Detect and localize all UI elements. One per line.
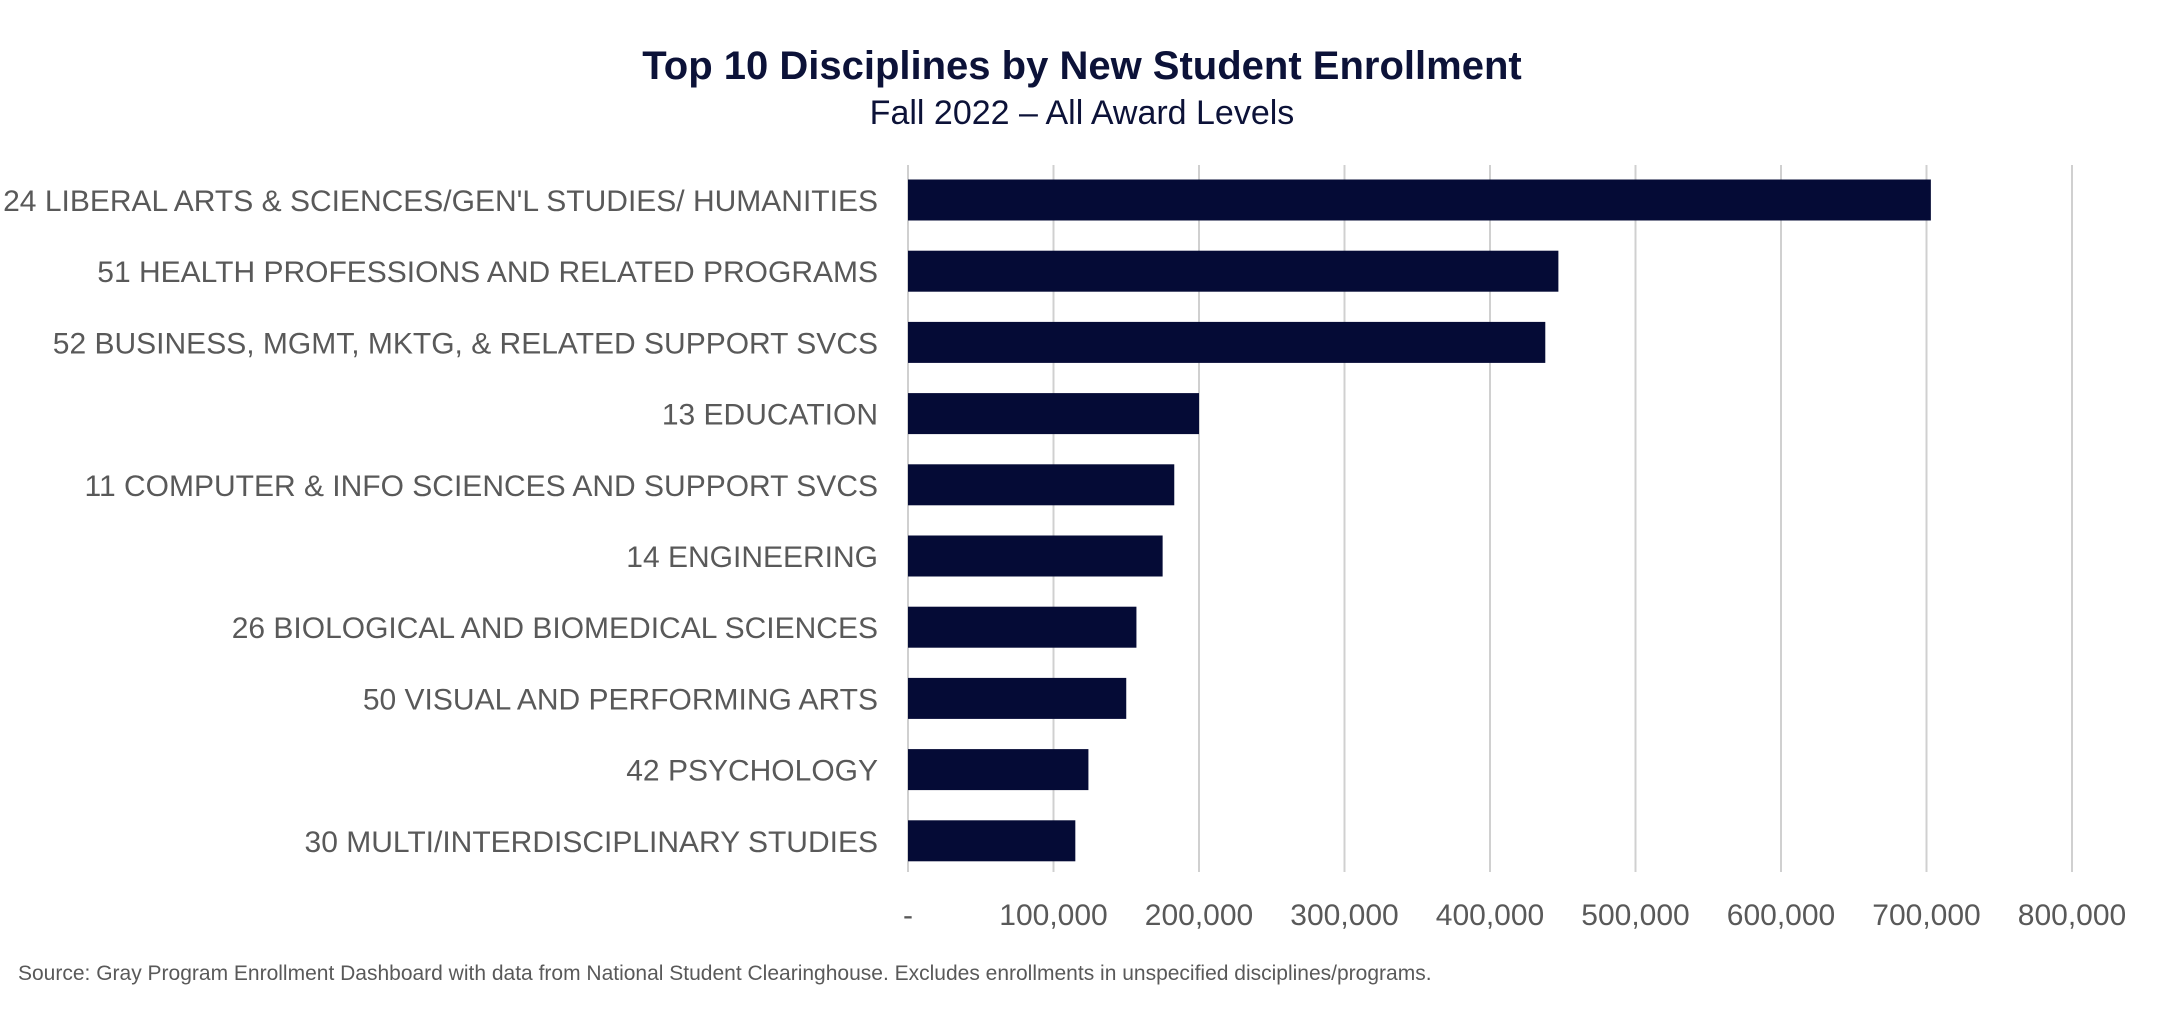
bar-chart: 24 LIBERAL ARTS & SCIENCES/GEN'L STUDIES… [3, 165, 2126, 932]
category-label: 51 HEALTH PROFESSIONS AND RELATED PROGRA… [97, 256, 878, 289]
category-label: 26 BIOLOGICAL AND BIOMEDICAL SCIENCES [232, 612, 878, 645]
bar [908, 321, 1546, 363]
bars [908, 179, 1931, 862]
bar [908, 820, 1076, 862]
x-tick-label: - [903, 899, 913, 932]
bar [908, 535, 1163, 577]
source-note: Source: Gray Program Enrollment Dashboar… [18, 962, 1432, 985]
bar [908, 250, 1559, 292]
bar [908, 677, 1127, 719]
bar [908, 179, 1931, 221]
gridlines [907, 165, 2073, 872]
category-label: 52 BUSINESS, MGMT, MKTG, & RELATED SUPPO… [53, 327, 878, 360]
category-label: 13 EDUCATION [662, 399, 878, 432]
category-label: 24 LIBERAL ARTS & SCIENCES/GEN'L STUDIES… [3, 185, 878, 218]
chart-title: Top 10 Disciplines by New Student Enroll… [642, 44, 1522, 88]
x-tick-label: 500,000 [1581, 899, 1689, 932]
bar [908, 749, 1089, 791]
category-label: 14 ENGINEERING [626, 541, 878, 574]
category-label: 30 MULTI/INTERDISCIPLINARY STUDIES [305, 826, 878, 859]
x-axis-tick-labels: - 100,000 200,000 300,000 400,000 500,000 600,… [903, 899, 2126, 932]
x-tick-label: 200,000 [1145, 899, 1253, 932]
x-tick-label: 100,000 [999, 899, 1107, 932]
bar [908, 393, 1199, 435]
category-label: 50 VISUAL AND PERFORMING ARTS [363, 683, 878, 716]
x-tick-label: 300,000 [1290, 899, 1398, 932]
x-tick-label: 800,000 [2018, 899, 2126, 932]
category-labels: 24 LIBERAL ARTS & SCIENCES/GEN'L STUDIES… [3, 185, 878, 859]
chart-subtitle: Fall 2022 – All Award Levels [869, 94, 1295, 132]
category-label: 42 PSYCHOLOGY [626, 755, 878, 788]
x-tick-label: 700,000 [1872, 899, 1980, 932]
x-tick-label: 400,000 [1436, 899, 1544, 932]
category-label: 11 COMPUTER & INFO SCIENCES AND SUPPORT … [84, 470, 878, 503]
bar [908, 606, 1137, 648]
bar [908, 464, 1175, 506]
x-tick-label: 600,000 [1727, 899, 1835, 932]
